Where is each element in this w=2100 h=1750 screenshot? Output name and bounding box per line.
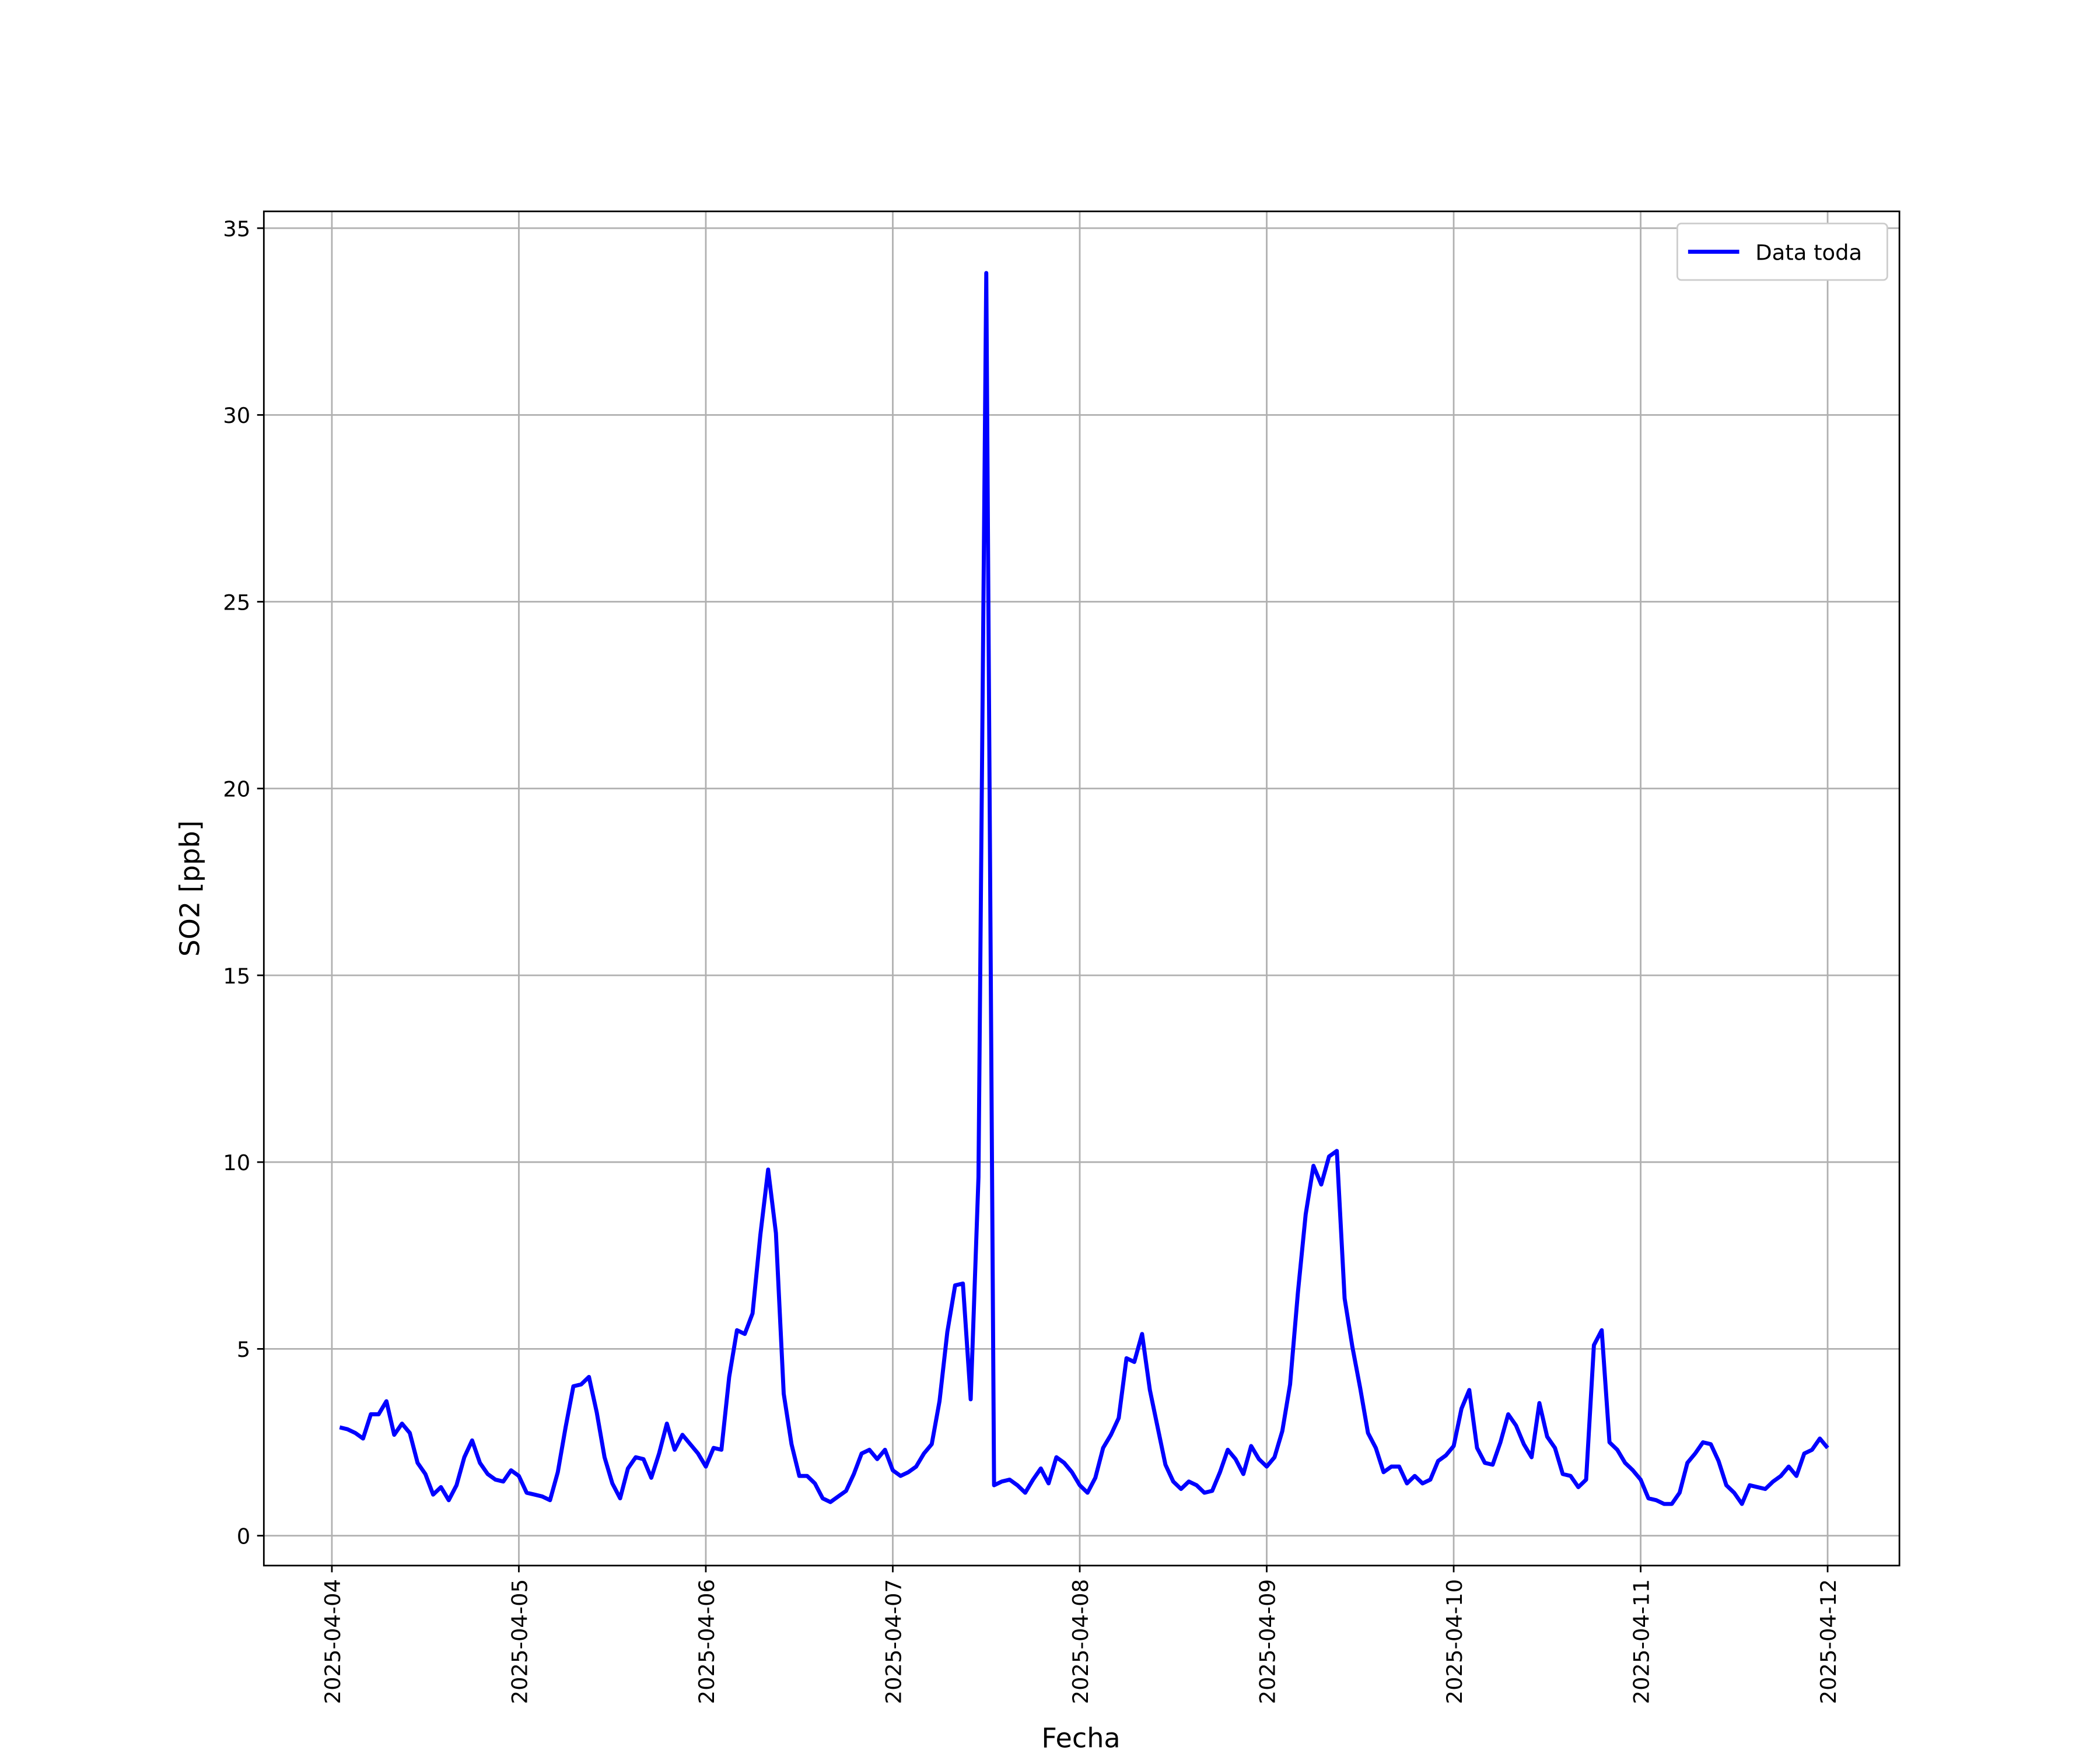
x-tick-label: 2025-04-11 [1629, 1579, 1654, 1704]
y-tick-label: 20 [223, 777, 250, 802]
y-tick-label: 15 [223, 964, 250, 989]
x-tick-label: 2025-04-05 [507, 1579, 532, 1704]
y-tick-label: 10 [223, 1150, 250, 1175]
y-tick-label: 0 [237, 1524, 250, 1549]
x-axis-label: Fecha [1041, 1722, 1120, 1750]
y-tick-label: 30 [223, 403, 250, 428]
legend-box [1676, 222, 1888, 281]
x-tick-label: 2025-04-07 [881, 1579, 906, 1704]
y-axis-label: SO2 [ppb] [174, 820, 206, 957]
x-tick-label: 2025-04-06 [694, 1579, 719, 1704]
x-tick-label: 2025-04-09 [1255, 1579, 1280, 1704]
data-line [339, 271, 1829, 1506]
plot-frame [262, 210, 1901, 1567]
x-tick-label: 2025-04-12 [1816, 1579, 1841, 1704]
y-tick-label: 25 [223, 590, 250, 615]
x-tick-label: 2025-04-08 [1068, 1579, 1093, 1704]
legend-label: Data toda [1755, 240, 1862, 265]
y-tick-label: 5 [237, 1337, 250, 1362]
x-tick-label: 2025-04-10 [1442, 1579, 1467, 1704]
y-tick-label: 35 [223, 216, 250, 242]
x-tick-label: 2025-04-04 [320, 1579, 345, 1704]
